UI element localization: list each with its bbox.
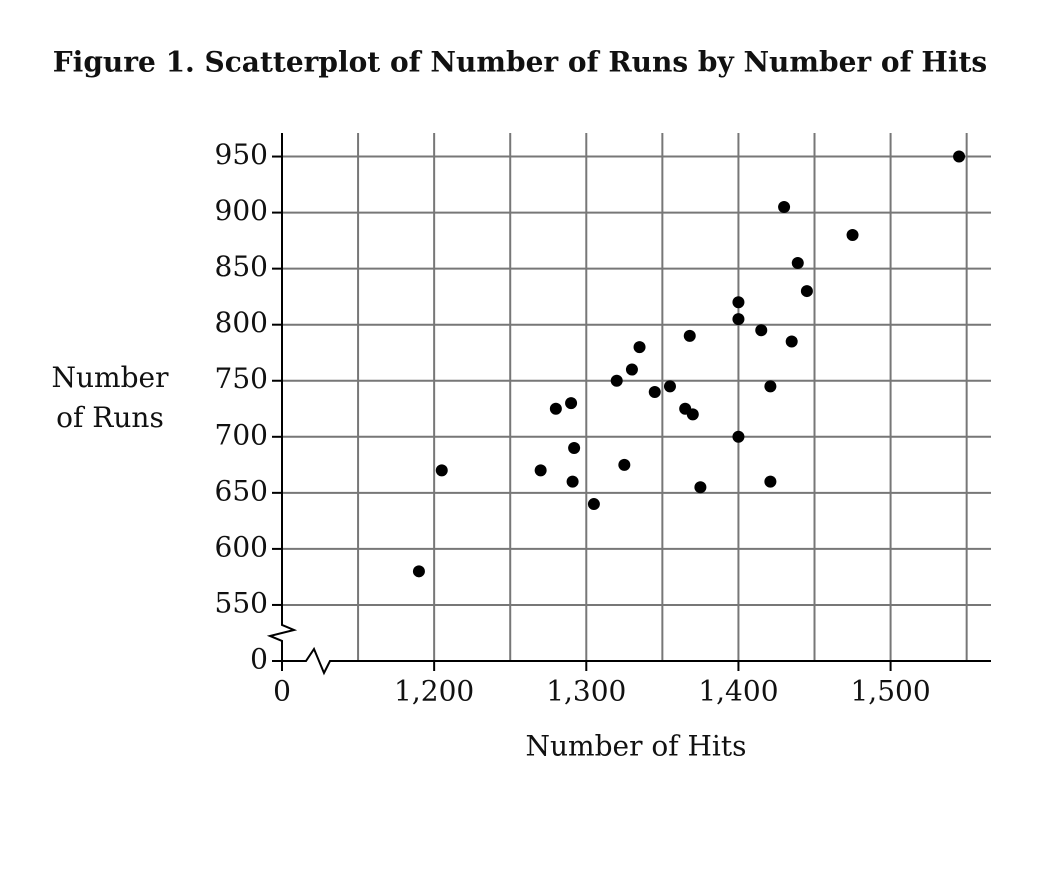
chart-title: Figure 1. Scatterplot of Number of Runs … [53,46,987,79]
point [565,397,578,410]
point [534,464,547,477]
x-tick-label: 1,400 [698,675,778,708]
y-tick-label: 550 [215,586,268,619]
point [568,442,581,455]
point [846,229,859,242]
point [412,565,425,578]
y-axis-label: Number of Runs [51,361,169,434]
x-axis-label: Number of Hits [526,730,747,763]
point [648,385,661,398]
point [755,324,768,337]
point [694,481,707,494]
point [732,313,745,326]
point [800,285,813,298]
y-tick-label: 900 [215,194,268,227]
x-tick-label: 1,500 [850,675,930,708]
point [435,464,448,477]
point [610,374,623,387]
point [633,341,646,354]
x-axis [282,646,991,676]
point [764,380,777,393]
x-tick-label: 1,300 [546,675,626,708]
point [732,296,745,309]
point [732,430,745,443]
y-tick-label: 950 [215,138,268,171]
y-tick-label: 750 [215,362,268,395]
point [953,150,966,163]
point [778,200,791,213]
point [618,458,631,471]
point [683,329,696,342]
y-tick-label: 600 [215,530,268,563]
y-tick-label: 850 [215,250,268,283]
x-tick-label: 1,200 [394,675,474,708]
point [785,335,798,348]
y-axis [266,133,298,661]
y-tick-label: 650 [215,474,268,507]
y-tick-label: 0 [250,643,268,676]
y-tick-label: 800 [215,306,268,339]
point [625,363,638,376]
point [663,380,676,393]
point [791,257,804,270]
point [587,498,600,511]
point [566,475,579,488]
point [549,402,562,415]
x-tick-label: 0 [273,675,291,708]
y-tick-label: 700 [215,418,268,451]
point [686,408,699,421]
point [764,475,777,488]
